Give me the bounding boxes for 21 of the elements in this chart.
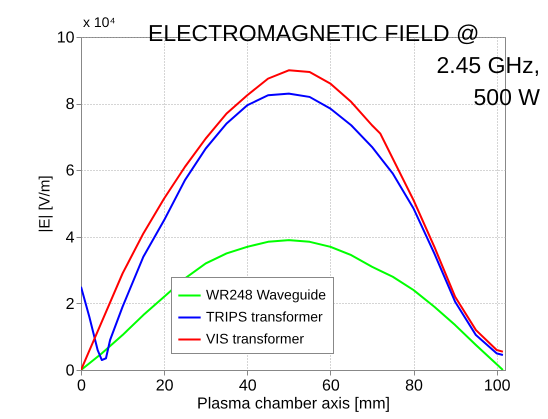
x-tick-label: 40 <box>238 378 257 394</box>
y-tick-label: 10 <box>56 30 75 46</box>
y-tick-label: 0 <box>66 362 75 380</box>
x-axis-title: Plasma chamber axis [mm] <box>197 396 390 412</box>
y-tick-label: 4 <box>66 229 75 246</box>
y-tick-label: 6 <box>66 162 75 180</box>
legend-label: TRIPS transformer <box>206 308 324 324</box>
chart-title: ELECTROMAGNETIC FIELD @ <box>148 20 480 47</box>
x-tick-label: 20 <box>156 378 174 394</box>
y-tick-label: 2 <box>66 296 75 313</box>
y-tick-label: 8 <box>66 96 75 114</box>
x-tick-label: 100 <box>484 378 511 394</box>
text: x 10⁴ <box>83 14 116 30</box>
annotation: 2.45 GHz, <box>436 52 540 79</box>
annotation: 500 W <box>474 84 540 111</box>
x-tick-label: 60 <box>322 378 340 394</box>
x-tick-label: 80 <box>405 378 424 394</box>
x-tick-label: 0 <box>77 378 86 394</box>
legend-label: VIS transformer <box>206 330 304 346</box>
y-axis-title: |E| [V/m] <box>36 176 54 232</box>
legend-label: WR248 Waveguide <box>206 286 326 302</box>
